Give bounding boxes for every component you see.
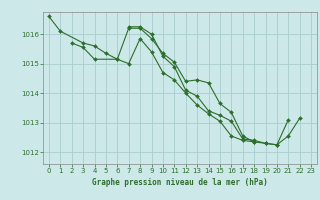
X-axis label: Graphe pression niveau de la mer (hPa): Graphe pression niveau de la mer (hPa) bbox=[92, 178, 268, 187]
